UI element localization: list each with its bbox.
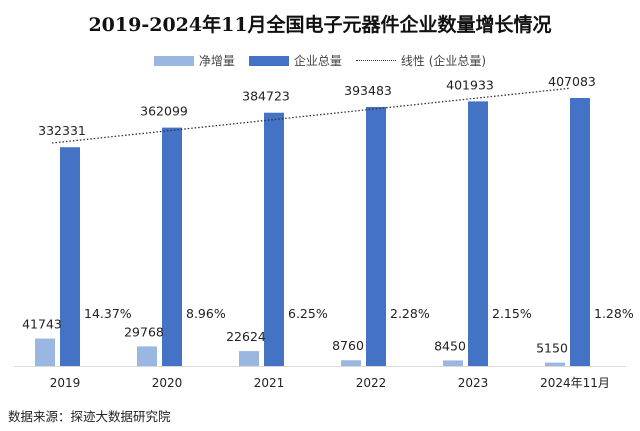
data-label-total-3: 393483 <box>344 83 392 98</box>
bar-total-4 <box>468 101 488 366</box>
data-label-net-increase-2: 22624 <box>226 329 266 344</box>
bar-total-2 <box>264 112 284 366</box>
growth-rate-label-5: 1.28% <box>594 306 634 321</box>
growth-rate-label-3: 2.28% <box>390 306 430 321</box>
legend-swatch-net-increase <box>153 55 194 66</box>
bar-total-1 <box>162 127 182 367</box>
data-label-net-increase-3: 8760 <box>332 338 364 353</box>
bar-total-0 <box>60 147 80 366</box>
trendline-total <box>51 87 571 144</box>
data-label-total-0: 332331 <box>38 123 86 138</box>
legend-swatch-total <box>248 55 289 66</box>
x-tick-label-3: 2022 <box>356 376 387 390</box>
growth-rate-label-0: 14.37% <box>84 306 132 321</box>
bar-net-increase-1 <box>137 346 157 366</box>
growth-rate-label-1: 8.96% <box>186 306 226 321</box>
data-label-total-2: 384723 <box>242 89 290 104</box>
chart-title: 2019-2024年11月全国电子元器件企业数量增长情况 <box>88 14 552 36</box>
growth-rate-label-4: 2.15% <box>492 306 532 321</box>
source-note: 数据来源：探迹大数据研究院 <box>8 409 171 424</box>
x-tick-label-4: 2023 <box>458 376 489 390</box>
legend-label-trendline: 线性 (企业总量) <box>400 54 487 68</box>
legend-label-net-increase: 净增量 <box>198 54 235 68</box>
data-label-net-increase-1: 29768 <box>124 324 164 339</box>
growth-rate-label-2: 6.25% <box>288 306 328 321</box>
legend-item-net-increase: 净增量 <box>153 52 235 69</box>
bar-total-3 <box>366 106 386 366</box>
bar-net-increase-0 <box>35 338 55 366</box>
data-label-net-increase-4: 8450 <box>434 338 466 353</box>
bar-total-5 <box>570 98 590 366</box>
legend-label-total: 企业总量 <box>293 54 342 68</box>
bar-net-increase-5 <box>545 362 565 366</box>
data-label-total-5: 407083 <box>548 74 596 89</box>
data-label-net-increase-0: 41743 <box>22 317 62 332</box>
bar-net-increase-2 <box>239 351 259 366</box>
x-tick-label-1: 2020 <box>152 376 183 390</box>
x-tick-label-5: 2024年11月 <box>540 376 610 390</box>
data-label-total-4: 401933 <box>446 77 494 92</box>
x-tick-label-0: 2019 <box>50 376 81 390</box>
chart-legend: 净增量 企业总量 线性 (企业总量) <box>0 52 640 69</box>
data-label-total-1: 362099 <box>140 104 188 119</box>
bar-net-increase-4 <box>443 360 463 366</box>
x-tick-label-2: 2021 <box>254 376 285 390</box>
bar-net-increase-3 <box>341 360 361 366</box>
legend-swatch-trendline <box>355 60 396 61</box>
legend-item-trendline: 线性 (企业总量) <box>355 52 487 69</box>
legend-item-total: 企业总量 <box>248 52 342 69</box>
data-label-net-increase-5: 5150 <box>536 341 568 356</box>
